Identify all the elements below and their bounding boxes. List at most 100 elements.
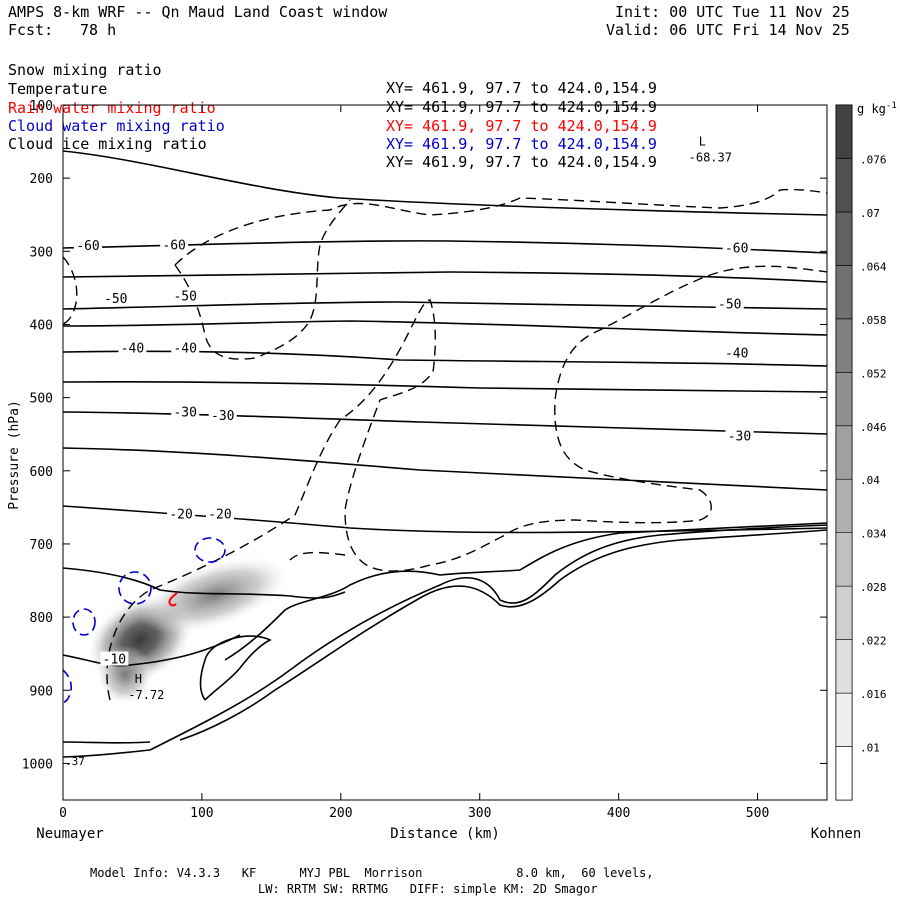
colorbar-swatch: [835, 372, 853, 427]
isotherm-label-bg: [205, 506, 234, 521]
isotherm-label: -60: [725, 241, 748, 256]
isotherm-label-bg: [171, 340, 200, 355]
colorbar: .01 .016 .022 .028 .034 .04 .046 .052 .058 .064 .0…: [835, 104, 887, 801]
forecast-label: Fcst:: [8, 21, 54, 39]
colorbar-level-label: .052: [860, 367, 887, 380]
isotherm-label: -50: [104, 292, 127, 307]
colorbar-swatch: [835, 746, 853, 801]
isotherm-label: -40: [121, 342, 144, 357]
y-tick-label: 700: [30, 538, 53, 553]
isotherm--20: [63, 505, 827, 534]
isotherm-label-bg: [101, 290, 130, 305]
cloud-water-blob-3: [72, 608, 96, 636]
y-tick-label: 400: [30, 318, 53, 333]
terrain-base: [63, 741, 151, 744]
isotherm--60: [63, 240, 827, 254]
colorbar-swatch: [835, 318, 853, 373]
cloud-water-blob-2: [118, 571, 152, 605]
colorbar-level-label: .028: [860, 581, 887, 594]
valid-time: Valid: 06 UTC Fri 14 Nov 25: [606, 21, 850, 39]
isotherm--50: [63, 301, 827, 310]
x-tick-label: 0: [59, 806, 67, 821]
isotherm-label: -20: [208, 508, 231, 523]
isotherm--10b: [63, 634, 241, 667]
isotherm-label: -50: [718, 298, 741, 313]
isotherm-label-bg: [171, 288, 200, 303]
y-tick-label: 900: [30, 684, 53, 699]
y-tick-label: 600: [30, 465, 53, 480]
colorbar-swatch: [835, 639, 853, 694]
contour-labels: -60 -60 -60 -50 -50 -50 -40 -40 -40 -30 -30 -30 -20 -…: [65, 135, 754, 768]
isotherm--50b: [63, 320, 827, 336]
isotherm-label: -60: [162, 238, 185, 253]
x-tick-label: 100: [190, 806, 213, 821]
isotherm-label-bg: [171, 404, 200, 419]
isotherm-label-bg: [722, 345, 751, 360]
y-tick-label: 1000: [22, 757, 53, 772]
isotherm-label-bg: [74, 238, 103, 253]
y-axis-title: Pressure (hPa): [7, 400, 22, 510]
x-tick-label: 500: [746, 806, 769, 821]
isotherm--30: [63, 411, 827, 435]
extremum-type: H: [135, 672, 142, 686]
isotherm-label-bg: [160, 237, 189, 252]
colorbar-level-label: .058: [860, 314, 887, 327]
cloud-ice-contour-right-low: [289, 551, 346, 561]
corner-value-label: .37: [65, 755, 85, 768]
colorbar-swatch: [835, 265, 853, 320]
colorbar-level-label: .07: [860, 207, 880, 220]
y-tick-label: 800: [30, 611, 53, 626]
chart-title: AMPS 8-km WRF -- Qn Maud Land Coast wind…: [8, 3, 388, 21]
terrain-inner: [199, 635, 272, 701]
isotherm-label: -20: [169, 508, 192, 523]
field-name: Cloud ice mixing ratio: [8, 135, 207, 153]
isotherm-label: -30: [211, 409, 234, 424]
forecast-hours: 78 h: [80, 21, 117, 39]
colorbar-level-label: .04: [860, 474, 880, 487]
isotherm-label-bg: [722, 240, 751, 255]
cloud-water-blob-1: [194, 537, 226, 563]
x-tick-label: 200: [329, 806, 352, 821]
x-axis-title: Distance (km): [390, 826, 500, 842]
colorbar-swatch: [835, 211, 853, 266]
isotherm--40b: [63, 381, 827, 393]
isotherm-label: -10: [103, 653, 126, 668]
terrain-lower: [63, 529, 827, 758]
cloud-ice-contour-loop: [174, 199, 351, 360]
extremum-value: -7.72: [128, 688, 164, 702]
isotherm-label: -40: [725, 347, 748, 362]
y-tick-label: 200: [30, 172, 53, 187]
colorbar-level-label: .064: [860, 260, 887, 273]
isotherm--10: [63, 567, 346, 599]
isotherm--60b: [63, 271, 827, 283]
colorbar-frame: [835, 104, 853, 801]
field-name: Snow mixing ratio: [8, 61, 162, 79]
field-row-snow: Snow mixing ratio XY= 461.9, 97.7 to 424…: [8, 43, 888, 97]
y-tick-label: 500: [30, 392, 53, 407]
snow-shading-core: [87, 596, 193, 684]
plot-frame: [62, 104, 828, 801]
colorbar-level-label: .022: [860, 635, 887, 648]
cloud-ice-contour-main: [106, 265, 827, 701]
x-tick-label: 400: [607, 806, 630, 821]
isotherm-label: -40: [173, 342, 196, 357]
isotherm-label-bg: [100, 651, 129, 666]
isotherm-label: -50: [173, 290, 196, 305]
isotherm-label-bg: [118, 340, 147, 355]
colorbar-level-label: .034: [860, 528, 887, 541]
colorbar-level-label: .016: [860, 688, 887, 701]
terrain-upper: [149, 524, 827, 751]
field-row-cloud-ice: Cloud ice mixing ratio XY= 461.9, 97.7 t…: [8, 117, 888, 171]
model-info-line1: Model Info: V4.3.3 KF MYJ PBL Morrison 8…: [90, 866, 654, 880]
isotherm-label-bg: [167, 506, 196, 521]
isotherm-label-bg: [725, 428, 754, 443]
colorbar-level-label: .01: [860, 742, 880, 755]
colorbar-swatch: [835, 425, 853, 480]
isotherm-label-bg: [208, 407, 237, 422]
snow-shading-tail: [97, 645, 153, 705]
field-xy: XY= 461.9, 97.7 to 424.0,154.9: [386, 153, 657, 171]
model-info-line2: LW: RRTM SW: RRTMG DIFF: simple KM: 2D S…: [258, 882, 598, 896]
isotherm-label: -30: [173, 405, 196, 420]
cloud-ice-contour-left: [63, 256, 78, 325]
colorbar-swatch: [835, 585, 853, 640]
